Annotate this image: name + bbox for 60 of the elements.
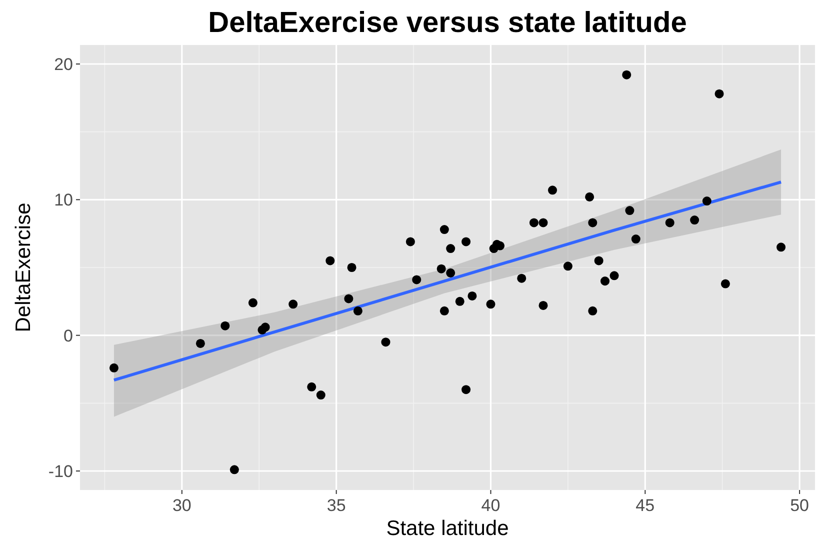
point [517, 274, 526, 283]
point [462, 237, 471, 246]
line-series [112, 180, 783, 382]
point [196, 338, 205, 348]
point [344, 294, 354, 304]
point [412, 275, 422, 284]
point [468, 291, 477, 300]
y-tick-label: -10 [48, 462, 73, 481]
point [316, 390, 326, 400]
y-tick-label: 0 [64, 326, 73, 346]
point [406, 237, 415, 246]
point [353, 306, 362, 316]
point [720, 279, 730, 288]
point [548, 186, 558, 195]
x-tick-label: 30 [172, 496, 192, 515]
point [588, 218, 598, 228]
point [563, 262, 572, 271]
point [776, 242, 786, 252]
point [610, 271, 619, 280]
point [690, 216, 700, 225]
point [436, 264, 446, 274]
x-tick-label: 40 [481, 496, 500, 515]
point [381, 338, 390, 347]
point [594, 256, 604, 266]
point [588, 306, 598, 316]
point [260, 322, 270, 332]
point [486, 300, 496, 309]
x-axis-title: State latitude [386, 517, 509, 540]
point [600, 276, 610, 286]
x-tick-label: 45 [636, 496, 655, 515]
point [248, 298, 258, 308]
point [529, 218, 538, 228]
point [347, 262, 356, 272]
point [631, 234, 640, 244]
y-tick-label: 10 [54, 190, 73, 210]
point [440, 225, 449, 234]
point [585, 192, 594, 202]
point [220, 321, 230, 330]
point [109, 363, 118, 372]
point [462, 385, 471, 394]
point [230, 465, 239, 474]
point [288, 300, 298, 309]
point [440, 306, 449, 316]
point [625, 206, 634, 216]
point [307, 382, 316, 392]
point [538, 300, 548, 310]
point [538, 218, 548, 228]
point [702, 196, 712, 206]
chart-title: DeltaExercise versus state latitude [208, 7, 687, 39]
x-tick-label: 35 [326, 496, 346, 515]
point [665, 218, 674, 228]
point [446, 244, 456, 254]
point [714, 89, 724, 98]
x-tick-label: 50 [790, 496, 810, 515]
point [622, 70, 632, 80]
y-tick-label: 20 [54, 54, 73, 74]
y-axis-title: DeltaExercise [12, 202, 35, 332]
point [326, 256, 335, 266]
point [455, 296, 464, 306]
point [446, 268, 456, 278]
